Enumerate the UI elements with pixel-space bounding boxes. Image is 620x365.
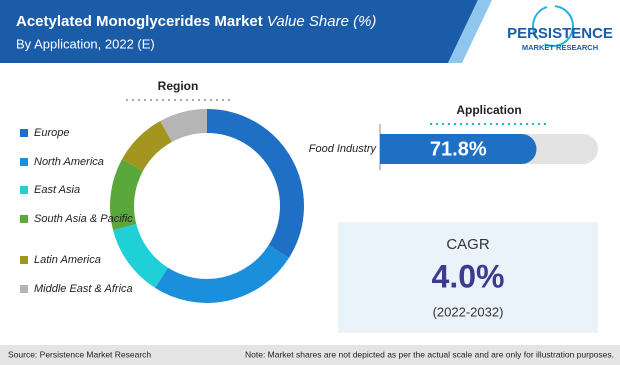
logo-ring	[532, 5, 574, 47]
logo-name: PERSISTENCE	[507, 25, 613, 42]
cagr-period: (2022-2032)	[433, 304, 504, 319]
legend-label: Middle East & Africa	[34, 283, 133, 295]
donut-segment	[121, 120, 173, 172]
footer-band	[0, 345, 620, 365]
donut-segment	[113, 223, 169, 288]
subtitle: By Application, 2022 (E)	[16, 36, 155, 51]
cagr-value: 4.0%	[432, 258, 505, 294]
donut-segment	[206, 109, 304, 258]
bar	[380, 134, 537, 164]
title: Acetylated Monoglycerides Market Value S…	[16, 13, 376, 30]
logo-tagline: MARKET RESEARCH	[522, 43, 598, 52]
legend-label: South Asia & Pacific	[34, 213, 133, 225]
donut-segment	[160, 109, 208, 143]
donut-title: Region	[158, 79, 199, 93]
legend-label: Europe	[34, 127, 69, 139]
bar-title: Application	[456, 103, 521, 117]
legend-swatch	[20, 256, 28, 264]
title-suffix: Value Share (%)	[267, 13, 377, 30]
value-label: 71.8%	[430, 138, 487, 160]
donut-segment	[155, 244, 289, 303]
legend-swatch	[20, 285, 28, 293]
donut-segment	[110, 159, 144, 231]
legend-swatch	[20, 215, 28, 223]
note: Note: Market shares are not depicted as …	[245, 349, 614, 359]
bar-edge	[380, 134, 395, 164]
legend-swatch	[20, 129, 28, 137]
legend-label: East Asia	[34, 184, 80, 196]
title-main: Acetylated Monoglycerides Market	[16, 13, 263, 30]
legend-label: North America	[34, 156, 104, 168]
cagr-label: CAGR	[446, 236, 490, 253]
legend-swatch	[20, 158, 28, 166]
header-accent	[448, 0, 492, 63]
legend-label: Latin America	[34, 254, 101, 266]
legend-swatch	[20, 186, 28, 194]
source: Source: Persistence Market Research	[8, 349, 151, 359]
header-band	[0, 0, 478, 63]
category-label: Food Industry	[309, 143, 378, 155]
cagr-box	[338, 222, 598, 333]
